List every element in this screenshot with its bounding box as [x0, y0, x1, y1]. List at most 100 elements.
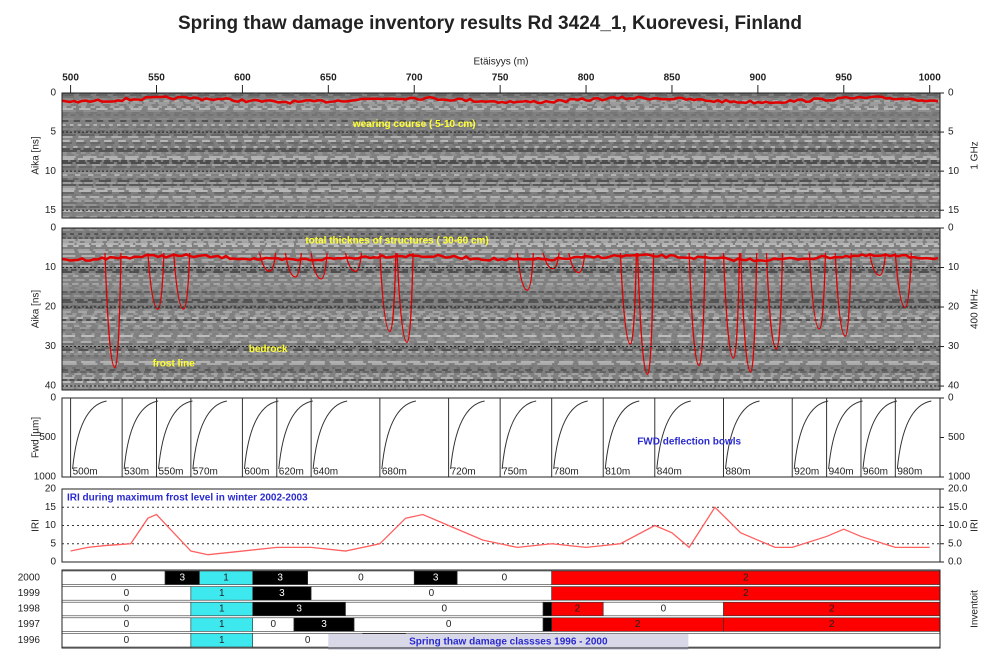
- y2-tick-label: 20.0: [948, 484, 968, 495]
- station-label: 940m: [829, 467, 854, 478]
- panel-frame: [61, 569, 941, 649]
- segment-label: 0: [502, 572, 508, 583]
- panel: 0 0 10 10 20 20 30 30 40 40 Aika [ns] 400 MHz total …: [31, 223, 981, 392]
- layer-trace: [62, 252, 939, 263]
- station-label: 980m: [897, 467, 922, 478]
- segment-label: 3: [296, 604, 302, 615]
- station-label: 780m: [554, 467, 579, 478]
- annotation: total thicknes of structures ( 30-60 cm): [305, 236, 488, 247]
- segment-label: 0: [429, 588, 435, 599]
- segment-label: 0: [442, 604, 448, 615]
- y2-tick-label: 0: [948, 393, 954, 404]
- segment-label: 3: [279, 588, 285, 599]
- y-tick-label: 15: [45, 205, 57, 216]
- y2-tick-label: 5: [948, 127, 954, 138]
- layer-trace: [344, 252, 363, 272]
- layer-trace: [542, 252, 560, 270]
- deflection-bowl: [72, 400, 107, 470]
- y2-tick-label: 0: [948, 88, 954, 99]
- layer-trace: [688, 252, 706, 367]
- layer-trace: [379, 252, 397, 333]
- y-axis-label: Aika [ns]: [31, 290, 42, 329]
- damage-segment: [551, 586, 940, 601]
- layer-trace: [868, 252, 887, 277]
- row-label: 1997: [18, 619, 41, 630]
- segment-label: 2: [575, 604, 581, 615]
- x-tick-label: 900: [750, 73, 767, 84]
- x-tick-label: 650: [320, 73, 337, 84]
- y-tick-label: 10: [45, 520, 57, 531]
- y-tick-label: 5: [50, 538, 56, 549]
- y-tick-label: 40: [45, 381, 57, 392]
- y2-tick-label: 1000: [948, 472, 971, 483]
- y-tick-label: 15: [45, 502, 57, 513]
- station-label: 600m: [244, 467, 269, 478]
- y2-tick-label: 30: [948, 341, 960, 352]
- x-tick-label: 700: [406, 73, 423, 84]
- segment-label: 0: [358, 572, 364, 583]
- station-label: 680m: [382, 467, 407, 478]
- station-label: 620m: [279, 467, 304, 478]
- panel: 0 0 5 5 10 10 15 15 Aika [ns] 1 GHz Etäisyys (m) 50…: [31, 57, 981, 219]
- y2-axis-label: 1 GHz: [970, 141, 981, 169]
- y2-tick-label: 500: [948, 432, 965, 443]
- station-label: 530m: [124, 467, 149, 478]
- segment-label: 3: [179, 572, 185, 583]
- y-tick-label: 10: [45, 262, 57, 273]
- segment-label: 1: [219, 619, 225, 630]
- y-tick-label: 1000: [34, 472, 57, 483]
- deflection-bowl: [656, 400, 691, 470]
- damage-segment: [551, 570, 940, 585]
- layer-trace: [258, 252, 277, 272]
- y-tick-label: 0: [50, 557, 56, 568]
- y-tick-label: 30: [45, 341, 57, 352]
- row-label: 2000: [18, 572, 41, 583]
- segment-label: 0: [661, 604, 667, 615]
- y2-tick-label: 0: [948, 223, 954, 234]
- x-axis-label: Etäisyys (m): [474, 57, 529, 68]
- layer-trace: [740, 252, 758, 373]
- row-label: 1996: [18, 635, 41, 646]
- deflection-bowl: [278, 400, 313, 470]
- segment-label: 0: [124, 604, 130, 615]
- annotation: bedrock: [249, 344, 288, 355]
- panel-frame: [61, 227, 941, 391]
- segment-label: 2: [829, 604, 835, 615]
- figure-title: Spring thaw damage inventory results Rd …: [178, 13, 802, 34]
- station-label: 640m: [313, 467, 338, 478]
- layer-trace: [396, 252, 414, 344]
- annotation: IRI during maximum frost level in winter…: [67, 493, 308, 504]
- station-label: 920m: [794, 467, 819, 478]
- panel-body: [70, 398, 932, 477]
- station-label: 840m: [657, 467, 682, 478]
- segment-label: 3: [321, 619, 327, 630]
- panel: IRI during maximum frost level in winter…: [31, 484, 981, 568]
- layer-trace: [636, 252, 655, 376]
- y2-axis-label: IRI: [970, 519, 981, 532]
- panel: 0313030201302013020201030220103020001999…: [18, 569, 981, 650]
- y-axis-label: Fwd [µm]: [31, 417, 42, 459]
- segment-label: 0: [111, 572, 117, 583]
- x-tick-label: 800: [578, 73, 595, 84]
- deflection-bowl: [725, 400, 760, 470]
- y-tick-label: 5: [50, 127, 56, 138]
- damage-segment: [542, 617, 552, 632]
- deflection-bowl: [604, 400, 640, 470]
- segment-label: 1: [219, 604, 225, 615]
- layer-trace: [173, 252, 191, 310]
- annotation: wearing course ( 5-10 cm): [352, 119, 476, 130]
- segment-label: 0: [305, 635, 311, 646]
- layer-trace: [516, 252, 534, 291]
- y-tick-label: 0: [50, 223, 56, 234]
- layer-trace: [619, 252, 638, 345]
- y-tick-label: 20: [45, 302, 57, 313]
- deflection-bowl: [896, 400, 932, 470]
- y-tick-label: 0: [50, 88, 56, 99]
- layer-trace: [284, 252, 303, 278]
- segment-label: 1: [219, 635, 225, 646]
- deflection-bowl: [381, 400, 416, 470]
- y2-axis-label: Inventoit: [970, 590, 981, 628]
- panel: 500m 530m 550m 570m 600m 620m 640m 680m 720m 750m…: [31, 393, 971, 483]
- segment-label: 1: [219, 588, 225, 599]
